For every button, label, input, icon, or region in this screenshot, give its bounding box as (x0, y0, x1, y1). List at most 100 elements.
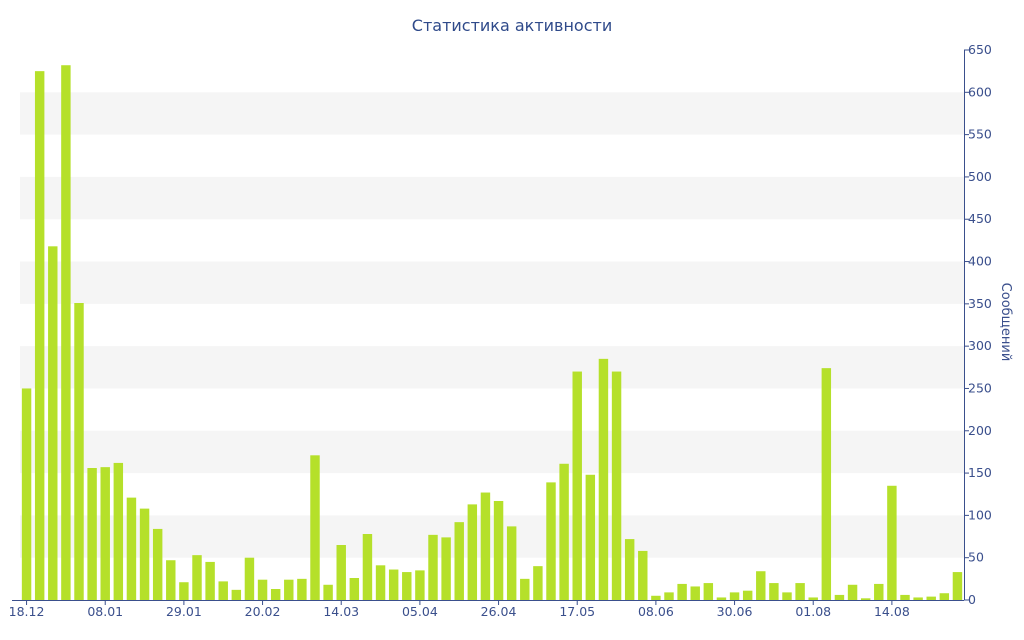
x-tick-label: 20.02 (245, 604, 281, 619)
grid-band (20, 346, 964, 389)
bar (546, 482, 556, 600)
bar (742, 590, 753, 600)
y-tick-label: 400 (968, 254, 992, 269)
bar (310, 455, 320, 600)
bar (638, 550, 648, 600)
grid-band (20, 92, 964, 135)
bar (61, 65, 71, 601)
x-tick-label: 14.03 (323, 604, 359, 619)
bar (690, 586, 700, 600)
bar (860, 598, 871, 600)
bar (939, 593, 950, 600)
y-tick-label: 600 (968, 84, 992, 99)
x-tick-label: 17.05 (559, 604, 595, 619)
grid-band (20, 515, 964, 558)
y-tick-label: 50 (968, 550, 984, 565)
y-tick-label: 200 (968, 423, 992, 438)
x-tick-label: 30.06 (717, 604, 753, 619)
bar (756, 571, 766, 600)
bar (48, 246, 58, 600)
bar (677, 583, 687, 600)
bar (375, 565, 386, 600)
x-tick-label: 08.06 (638, 604, 674, 619)
bar (323, 584, 333, 600)
grid-band (20, 430, 964, 474)
y-tick-label: 0 (968, 592, 976, 607)
bar (795, 583, 805, 600)
bar (467, 504, 478, 600)
bar (362, 534, 373, 600)
bar (533, 566, 543, 600)
axes: 0 50 100 150 200 250 300 350 400 450 500 550 600 650 1… (9, 42, 992, 619)
bar (21, 388, 32, 600)
y-tick-label: 500 (968, 169, 992, 184)
bar (651, 595, 661, 600)
bar (952, 572, 963, 600)
y-tick-label: 150 (968, 465, 992, 480)
bar (834, 594, 845, 600)
bar (664, 592, 674, 600)
y-tick-label: 100 (968, 507, 992, 522)
bar (244, 557, 255, 600)
bar (926, 596, 936, 600)
bar-series (21, 65, 963, 601)
bar (729, 592, 740, 600)
bar (585, 474, 596, 600)
bar (179, 582, 189, 600)
bar (624, 539, 635, 600)
bar (113, 462, 124, 600)
bar (139, 508, 150, 600)
bar (87, 468, 97, 600)
bar (152, 528, 163, 600)
bar (192, 555, 202, 600)
bar (493, 501, 504, 600)
bar (716, 597, 727, 600)
bar (847, 584, 858, 600)
grid-band (20, 176, 964, 220)
bar (559, 463, 569, 600)
y-tick-label: 450 (968, 211, 992, 226)
bar (520, 578, 530, 600)
bar (821, 368, 832, 600)
bar (598, 358, 609, 600)
x-tick-label: 29.01 (166, 604, 202, 619)
chart-title: Статистика активности (412, 16, 612, 35)
y-tick-label: 250 (968, 380, 992, 395)
bar (428, 534, 438, 600)
x-tick-label: 26.04 (481, 604, 517, 619)
y-tick-label: 550 (968, 127, 992, 142)
bar (284, 579, 294, 600)
bar (166, 560, 176, 600)
grid-bands (20, 92, 964, 558)
bar (74, 303, 84, 600)
bar (349, 578, 360, 600)
bar (900, 594, 910, 600)
bar (402, 572, 412, 600)
bar (100, 467, 110, 600)
bar (34, 71, 45, 600)
bar (703, 583, 714, 600)
bar (506, 526, 517, 600)
bar (205, 561, 215, 600)
bar (231, 589, 242, 600)
x-tick-label: 18.12 (9, 604, 45, 619)
bar (572, 371, 582, 600)
bar (441, 537, 451, 600)
bar (782, 592, 792, 600)
grid-band (20, 261, 964, 304)
bar (913, 597, 923, 600)
bar (218, 581, 228, 600)
x-tick-label: 08.01 (87, 604, 123, 619)
y-tick-label: 300 (968, 338, 992, 353)
bar (887, 485, 897, 600)
bar (769, 583, 779, 600)
bar (297, 578, 307, 600)
x-tick-label: 14.08 (874, 604, 910, 619)
bar (874, 583, 884, 600)
y-tick-label: 650 (968, 42, 992, 57)
bar (808, 597, 818, 600)
y-axis-label: Сообщений (998, 283, 1013, 362)
bar (454, 522, 464, 600)
